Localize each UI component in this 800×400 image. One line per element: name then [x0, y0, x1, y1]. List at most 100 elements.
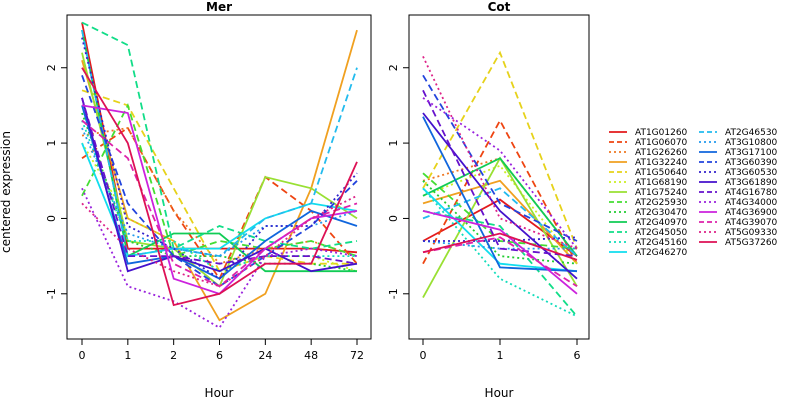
legend-item-at5g37260: AT5G37260	[699, 238, 778, 248]
series-line-at3g17100	[81, 105, 358, 280]
panel-mer: Mer -1 0 1 2 0 1 2 6 24 48 72 Hour	[45, 0, 372, 400]
legend-item-at4g16780: AT4G16780	[699, 188, 778, 198]
series-line-at2g45160	[422, 187, 578, 318]
series-line-at4g39070	[81, 119, 358, 288]
series-line-at3g60530	[81, 37, 358, 280]
x-tick-label: 1	[497, 349, 504, 362]
legend-item-at1g06070: AT1G06070	[609, 138, 688, 148]
series-line-at4g36900	[422, 210, 578, 295]
legend-label: AT5G09330	[725, 228, 778, 238]
legend-item-at1g75240: AT1G75240	[609, 188, 688, 198]
y-tick-label: -1	[387, 288, 400, 299]
legend-item-at3g17100: AT3G17100	[699, 148, 778, 158]
legend-label: AT1G68190	[635, 178, 688, 188]
legend-item-at1g26260: AT1G26260	[609, 148, 688, 158]
series-line-at1g68190	[422, 164, 578, 265]
legend-label: AT2G46530	[725, 128, 778, 138]
legend-item-at3g60390: AT3G60390	[699, 158, 778, 168]
y-tick-label: 1	[45, 140, 58, 147]
legend-item-at4g36900: AT4G36900	[699, 208, 778, 218]
legend-label: AT1G01260	[635, 128, 688, 138]
y-tick-label: 0	[45, 215, 58, 222]
legend-label: AT2G30470	[635, 208, 688, 218]
legend: AT1G01260AT1G06070AT1G26260AT1G32240AT1G…	[609, 128, 778, 258]
series-line-at4g16780	[422, 89, 578, 257]
legend-item-at3g10800: AT3G10800	[699, 138, 778, 148]
legend-item-at5g09330: AT5G09330	[699, 228, 778, 238]
x-tick-label: 48	[304, 349, 318, 362]
series-line-at3g17100	[422, 116, 578, 273]
x-tick-label: 1	[124, 349, 131, 362]
series-line-at3g10800	[422, 240, 577, 250]
y-tick-label: -1	[45, 288, 58, 299]
legend-label: AT1G75240	[635, 188, 688, 198]
legend-label: AT2G25930	[635, 198, 688, 208]
series-line-at3g60390	[81, 74, 358, 288]
series-line-at2g46530	[422, 187, 578, 257]
legend-item-at2g25930: AT2G25930	[609, 198, 688, 208]
legend-label: AT2G45160	[635, 238, 688, 248]
chart-panels: Mer -1 0 1 2 0 1 2 6 24 48 72 Hour Cot -1 0 1 2 0 1 6 Hour	[45, 0, 590, 400]
series-line-at2g46530	[81, 29, 358, 258]
plot-frame	[408, 14, 590, 340]
panel-title: Mer	[206, 0, 232, 14]
x-tick-label: 72	[350, 349, 364, 362]
series-line-at2g30470	[422, 180, 578, 265]
series-line-at3g60530	[423, 236, 578, 242]
legend-item-at1g68190: AT1G68190	[609, 178, 688, 188]
x-tick-label: 24	[258, 349, 272, 362]
legend-label: AT2G40970	[635, 218, 688, 228]
series-line-at2g45050	[81, 21, 358, 250]
legend-label: AT3G17100	[725, 148, 778, 158]
x-axis-label: Hour	[205, 386, 234, 400]
series-line-at3g61890	[422, 112, 578, 280]
legend-item-at2g30470: AT2G30470	[609, 208, 688, 218]
x-tick-label: 6	[216, 349, 223, 362]
legend-label: AT3G10800	[725, 138, 778, 148]
legend-item-at1g50640: AT1G50640	[609, 168, 688, 178]
legend-label: AT2G45050	[635, 228, 688, 238]
legend-item-at2g46530: AT2G46530	[699, 128, 778, 138]
legend-item-at3g61890: AT3G61890	[699, 178, 778, 188]
series-line-at4g34000	[81, 187, 358, 329]
x-tick-label: 0	[420, 349, 427, 362]
x-tick-label: 6	[574, 349, 581, 362]
legend-label: AT1G26260	[635, 148, 688, 158]
y-tick-label: 1	[387, 140, 400, 147]
series-line-at4g39070	[422, 236, 578, 288]
legend-label: AT3G60390	[725, 158, 778, 168]
series-line-at5g37260	[81, 67, 358, 307]
x-tick-label: 0	[79, 349, 86, 362]
legend-label: AT4G39070	[725, 218, 778, 228]
legend-item-at1g32240: AT1G32240	[609, 158, 688, 168]
legend-label: AT2G46270	[635, 248, 688, 258]
series-line-at2g40970	[422, 157, 578, 257]
legend-label: AT3G60530	[725, 168, 778, 178]
legend-item-at2g45160: AT2G45160	[609, 238, 688, 248]
series-line-at5g37260	[422, 232, 578, 261]
series-line-at4g16780	[81, 97, 358, 265]
x-axis-label: Hour	[485, 386, 514, 400]
legend-label: AT1G32240	[635, 158, 688, 168]
panel-title: Cot	[488, 0, 511, 14]
legend-item-at1g01260: AT1G01260	[609, 128, 688, 138]
legend-label: AT1G50640	[635, 168, 688, 178]
series-line-at2g45050	[422, 210, 578, 317]
legend-item-at2g46270: AT2G46270	[609, 248, 688, 258]
y-tick-label: 0	[387, 215, 400, 222]
series-line-at3g61890	[81, 97, 358, 273]
legend-label: AT5G37260	[725, 238, 778, 248]
series-line-at4g34000	[422, 97, 578, 250]
legend-item-at4g34000: AT4G34000	[699, 198, 778, 208]
y-axis-label: centered expression	[0, 131, 13, 253]
series-line-at2g46270	[422, 187, 578, 273]
panel-cot: Cot -1 0 1 2 0 1 6 Hour	[387, 0, 590, 400]
y-tick-label: 2	[45, 64, 58, 71]
legend-item-at2g45050: AT2G45050	[609, 228, 688, 238]
legend-item-at3g60530: AT3G60530	[699, 168, 778, 178]
y-tick-label: 2	[387, 64, 400, 71]
series-line-at3g60390	[422, 74, 578, 242]
series-line-at1g50640	[422, 50, 578, 249]
x-tick-label: 2	[170, 349, 177, 362]
legend-item-at4g39070: AT4G39070	[699, 218, 778, 228]
